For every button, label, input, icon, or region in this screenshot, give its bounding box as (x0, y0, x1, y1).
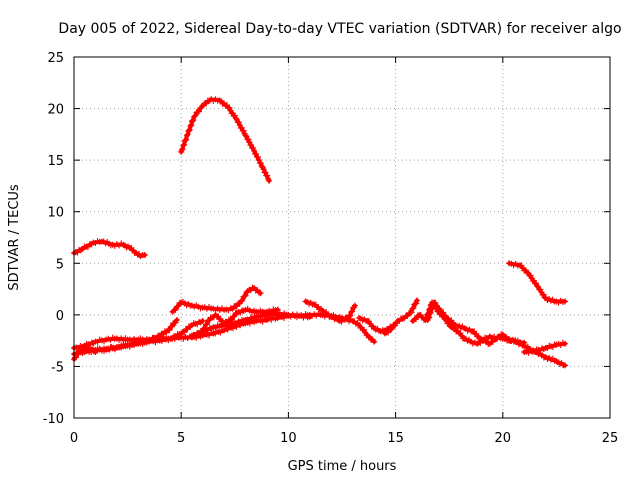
plot-frame (73, 56, 611, 419)
series-markers (506, 260, 568, 306)
series-markers (302, 298, 358, 325)
series-arc-q (521, 339, 568, 356)
x-tick-label: 15 (387, 431, 404, 446)
x-tick-label: 25 (602, 431, 619, 446)
x-tick-label: 20 (495, 431, 512, 446)
y-tick-label: 0 (56, 309, 64, 324)
data-layer (71, 96, 568, 369)
grid (74, 57, 610, 418)
y-tick-label: 5 (56, 257, 64, 272)
y-tick-label: 20 (47, 103, 64, 118)
series-arc-i (199, 305, 281, 334)
x-tick-label: 10 (280, 431, 297, 446)
y-tick-label: 10 (47, 206, 64, 221)
series-markers (178, 96, 273, 184)
y-tick-label: -10 (43, 412, 64, 427)
x-axis-label: GPS time / hours (288, 459, 397, 474)
series-arc-m (381, 297, 421, 337)
y-axis-label: SDTVAR / TECUs (7, 184, 22, 291)
x-tick-label: 5 (177, 431, 185, 446)
y-tick-label: 15 (47, 154, 64, 169)
series-markers (199, 305, 281, 334)
series-arc-e (169, 284, 264, 315)
ticks: 0 5 10 15 20 25 -10 -5 0 5 10 15 20 25 (43, 51, 619, 446)
y-tick-label: 25 (47, 51, 64, 66)
chart-title: Day 005 of 2022, Sidereal Day-to-day VTE… (58, 21, 621, 37)
y-tick-label: -5 (51, 360, 64, 375)
series-markers (521, 339, 568, 356)
series-markers (381, 297, 421, 337)
series-arc-c (506, 260, 568, 306)
series-arc-k (302, 298, 358, 325)
series-arc-b (178, 96, 273, 184)
series-markers (169, 284, 264, 315)
x-tick-label: 0 (70, 431, 78, 446)
